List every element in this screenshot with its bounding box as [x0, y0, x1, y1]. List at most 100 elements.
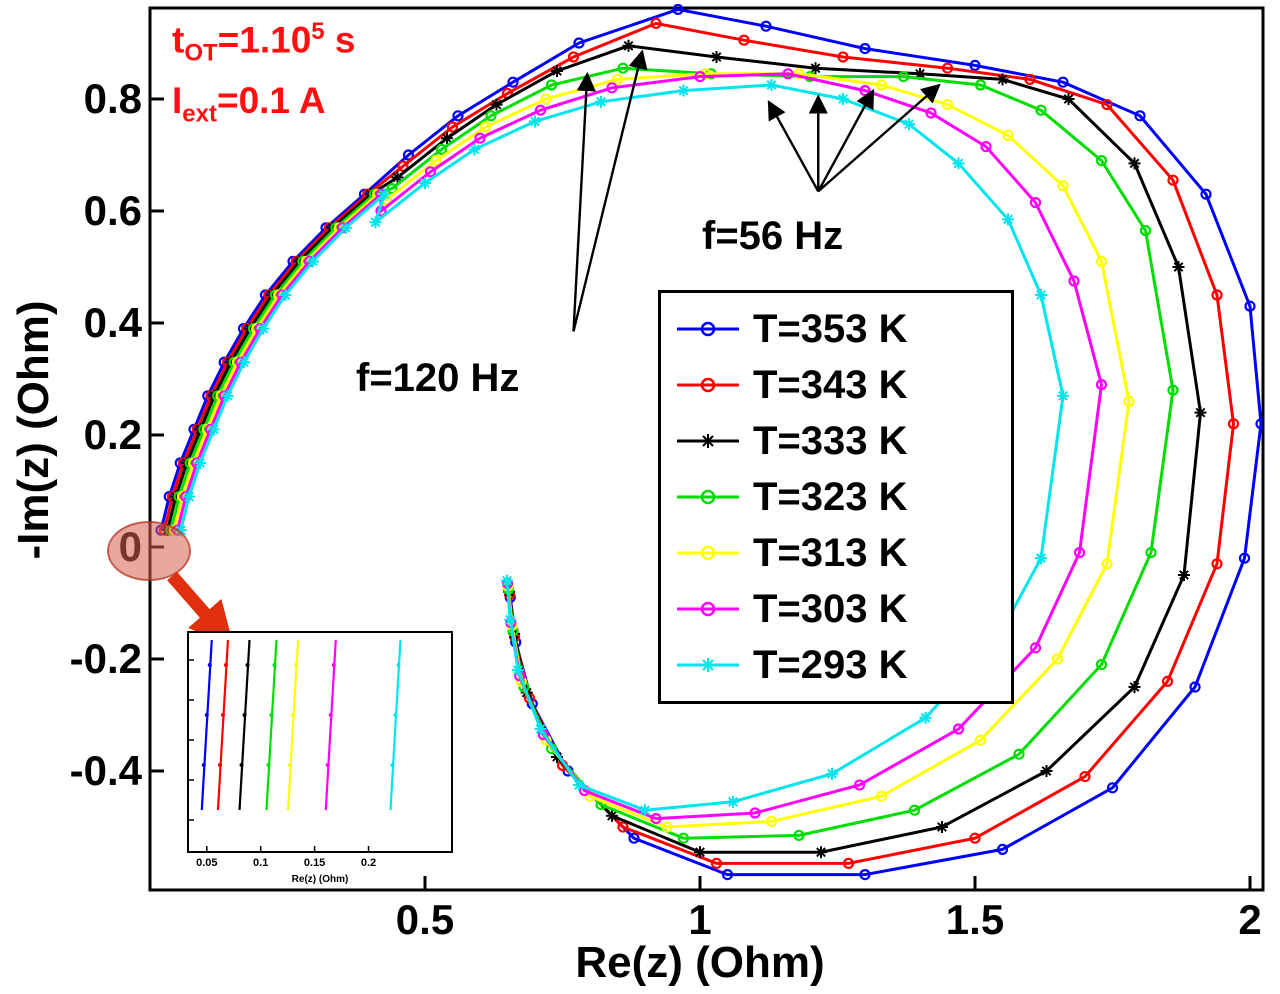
- legend: T=353 K T=343 K T=333 K T=323 K T=313 K T=303…: [658, 290, 1014, 704]
- data-marker: [424, 166, 437, 178]
- f56-annotation: f=56 Hz: [702, 214, 844, 258]
- data-marker: [897, 70, 910, 83]
- data-marker: [677, 832, 690, 844]
- inset-series-line: [389, 639, 402, 811]
- legend-item: T=303 K: [675, 585, 997, 633]
- data-marker: [875, 79, 888, 91]
- inset-series-line: [265, 639, 278, 811]
- data-marker: [1101, 558, 1113, 570]
- data-marker: [974, 79, 987, 91]
- inset-x-tick-label: 0.05: [196, 857, 217, 869]
- f120-arrow: [572, 71, 596, 332]
- data-marker: [969, 832, 981, 844]
- legend-marker-icon: [677, 489, 739, 505]
- data-marker: [925, 107, 937, 119]
- data-marker: [479, 121, 492, 133]
- legend-marker-icon: [677, 658, 739, 672]
- data-marker: [1227, 418, 1240, 430]
- data-marker: [650, 17, 662, 29]
- inset-x-tick-label: 0.1: [253, 857, 268, 869]
- data-marker: [710, 857, 723, 870]
- data-marker: [1029, 642, 1042, 654]
- data-marker: [617, 62, 629, 74]
- data-marker: [699, 68, 712, 80]
- data-marker: [606, 82, 618, 94]
- current-param: Iext=0.1 A: [172, 79, 326, 128]
- data-marker: [1244, 300, 1256, 312]
- data-marker: [507, 76, 519, 88]
- inset-x-tick-label: 0.2: [361, 857, 376, 869]
- data-marker: [617, 821, 629, 833]
- x-tick-label: 2: [1238, 896, 1261, 943]
- data-marker: [1101, 98, 1113, 111]
- data-marker: [842, 857, 855, 870]
- y-tick-label: 0.2: [84, 411, 142, 458]
- legend-item-label: T=293 K: [753, 642, 908, 687]
- f56-arrow: [817, 83, 941, 193]
- data-marker: [1123, 395, 1135, 407]
- legend-item: T=353 K: [675, 305, 997, 353]
- data-marker: [628, 832, 640, 844]
- data-marker: [1134, 110, 1146, 122]
- data-marker: [1145, 546, 1157, 559]
- data-marker: [837, 51, 849, 63]
- annotation-arrows: [572, 49, 941, 332]
- legend-marker-icon: [677, 434, 739, 448]
- legend-item: T=333 K: [675, 417, 997, 465]
- data-marker: [793, 829, 805, 842]
- data-marker: [941, 98, 954, 111]
- y-tick-label: -0.4: [70, 747, 143, 794]
- data-marker: [485, 110, 497, 122]
- legend-marker-icon: [677, 377, 739, 393]
- data-marker: [446, 121, 459, 133]
- data-marker: [611, 73, 624, 86]
- data-marker: [650, 812, 662, 825]
- data-marker: [1167, 174, 1179, 186]
- f56-arrow: [767, 100, 820, 192]
- series-group: [155, 4, 1263, 881]
- legend-item-label: T=303 K: [753, 586, 908, 631]
- legend-item-label: T=313 K: [753, 530, 908, 575]
- data-marker: [1029, 197, 1042, 209]
- legend-item: T=343 K: [675, 361, 997, 409]
- legend-item-label: T=353 K: [753, 306, 908, 351]
- data-marker: [908, 804, 921, 816]
- data-marker: [1095, 658, 1108, 671]
- legend-marker-icon: [677, 321, 739, 337]
- data-marker: [661, 821, 673, 833]
- origin-highlight-ellipse: [107, 521, 191, 581]
- series-line: [172, 72, 1131, 829]
- data-marker: [545, 79, 558, 91]
- legend-item: T=313 K: [675, 529, 997, 577]
- zoom-arrow: [167, 571, 234, 647]
- legend-item-label: T=343 K: [753, 362, 908, 407]
- inset-series-line: [238, 639, 251, 811]
- f120-annotation: f=120 Hz: [356, 356, 520, 400]
- y-tick-label: -0.2: [70, 635, 142, 682]
- data-marker: [694, 70, 706, 83]
- inset-plot: 0.05 0.1 0.15 0.2 Re(z) (Ohm): [187, 631, 453, 885]
- data-marker: [1167, 384, 1179, 396]
- data-marker: [782, 68, 794, 80]
- legend-item-label: T=323 K: [753, 474, 908, 519]
- data-marker: [996, 843, 1009, 856]
- x-tick-label: 1: [688, 896, 711, 943]
- data-marker: [567, 51, 580, 63]
- data-marker: [1255, 418, 1263, 430]
- data-marker: [1073, 546, 1086, 559]
- inset-series-line: [200, 639, 213, 811]
- data-marker: [386, 183, 398, 195]
- x-tick-label: 1.5: [946, 896, 1004, 943]
- f56-arrow: [817, 88, 875, 192]
- data-marker: [397, 160, 409, 172]
- data-marker: [1095, 155, 1108, 167]
- data-marker: [941, 62, 954, 74]
- data-marker: [1013, 748, 1025, 760]
- legend-marker-icon: [677, 545, 739, 561]
- data-marker: [573, 37, 585, 49]
- inset-x-axis-label: Re(z) (Ohm): [292, 874, 349, 885]
- data-marker: [1211, 558, 1223, 570]
- data-marker: [1095, 255, 1108, 267]
